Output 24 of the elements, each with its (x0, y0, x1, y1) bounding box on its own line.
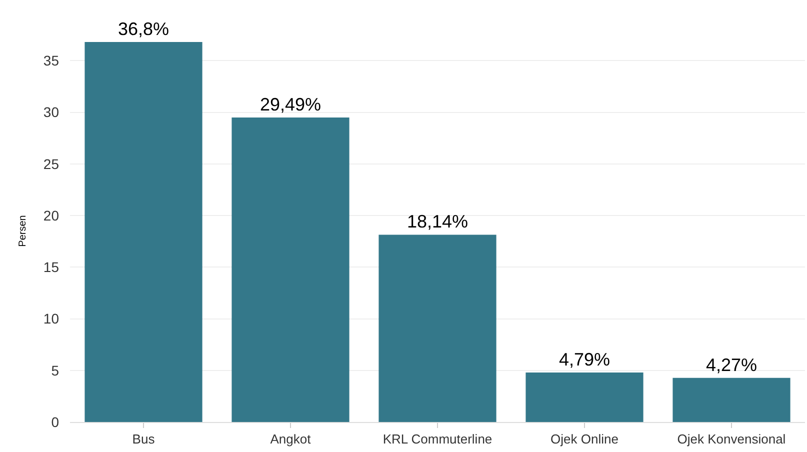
data-label: 36,8% (118, 19, 170, 40)
bar (378, 234, 496, 422)
bar (84, 42, 202, 422)
x-tick-label: Ojek Konvensional (677, 432, 786, 447)
y-axis-title: Persen (17, 215, 28, 247)
bar (526, 372, 644, 422)
bar (672, 378, 790, 422)
x-tick-label: Ojek Online (550, 432, 618, 447)
x-tick-label: KRL Commuterline (382, 432, 492, 447)
y-tick-label: 5 (51, 362, 60, 378)
y-tick-label: 10 (43, 310, 60, 327)
x-tick-label: Angkot (270, 432, 312, 447)
data-label: 18,14% (406, 212, 468, 232)
y-tick-label: 0 (51, 414, 60, 430)
y-tick-label: 25 (43, 156, 60, 172)
x-tick-label: Bus (132, 432, 156, 447)
y-tick-label: 35 (43, 52, 60, 69)
y-tick-label: 20 (43, 207, 60, 224)
bar (232, 118, 350, 422)
data-label: 4,27% (706, 354, 758, 375)
data-label: 4,79% (558, 350, 610, 370)
data-label: 29,49% (260, 94, 322, 115)
y-tick-label: 30 (43, 104, 60, 120)
y-tick-label: 15 (43, 259, 60, 276)
